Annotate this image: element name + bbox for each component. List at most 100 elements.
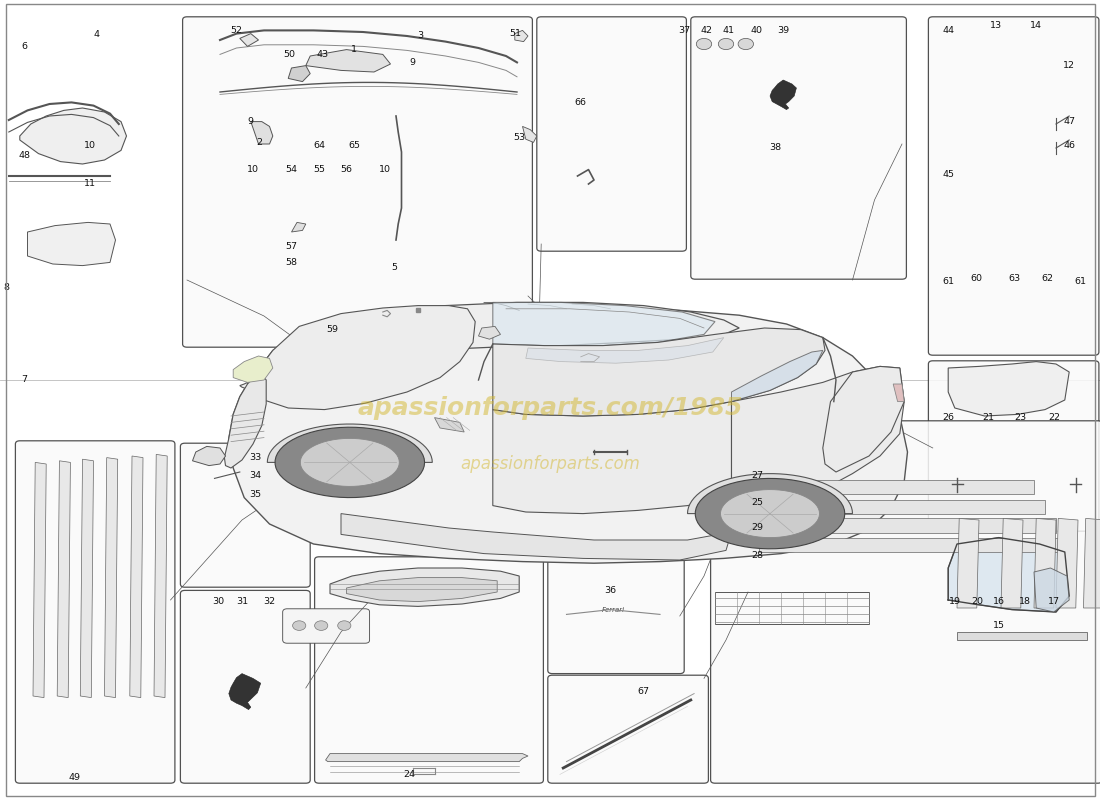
Text: 45: 45 [943, 170, 954, 179]
Polygon shape [737, 500, 1045, 514]
Text: 66: 66 [575, 98, 586, 107]
Polygon shape [732, 366, 904, 514]
FancyBboxPatch shape [180, 443, 310, 587]
Polygon shape [688, 474, 852, 514]
Text: 61: 61 [1075, 277, 1086, 286]
Text: 42: 42 [701, 26, 712, 35]
Text: 65: 65 [349, 141, 360, 150]
Polygon shape [695, 478, 845, 549]
Polygon shape [1001, 518, 1023, 608]
FancyBboxPatch shape [548, 675, 708, 783]
Polygon shape [326, 754, 528, 762]
Text: 22: 22 [1048, 413, 1059, 422]
Text: 19: 19 [949, 597, 960, 606]
Polygon shape [493, 402, 732, 514]
Polygon shape [240, 306, 475, 410]
Polygon shape [957, 518, 979, 608]
Text: 48: 48 [19, 151, 30, 161]
Text: 51: 51 [509, 29, 520, 38]
Text: 47: 47 [1064, 117, 1075, 126]
FancyBboxPatch shape [315, 557, 543, 783]
Text: 63: 63 [1008, 274, 1021, 283]
Polygon shape [57, 461, 70, 698]
Circle shape [696, 38, 712, 50]
Text: apassionforparts.com: apassionforparts.com [460, 455, 640, 473]
Text: 40: 40 [751, 26, 762, 35]
Text: 41: 41 [723, 26, 734, 35]
Text: 10: 10 [85, 141, 96, 150]
Circle shape [338, 621, 351, 630]
Text: 59: 59 [327, 325, 338, 334]
Polygon shape [330, 568, 519, 606]
Polygon shape [233, 356, 273, 382]
Text: 34: 34 [249, 471, 262, 481]
Polygon shape [341, 514, 732, 560]
Text: 32: 32 [263, 597, 276, 606]
Text: 14: 14 [1031, 21, 1042, 30]
Text: 37: 37 [678, 26, 691, 35]
Text: 56: 56 [341, 165, 352, 174]
Polygon shape [154, 454, 167, 698]
Polygon shape [748, 518, 1056, 533]
Text: 13: 13 [989, 21, 1002, 30]
Text: 36: 36 [604, 586, 617, 595]
Text: 7: 7 [21, 375, 28, 385]
Text: 1: 1 [351, 45, 358, 54]
Polygon shape [957, 632, 1087, 640]
FancyBboxPatch shape [180, 590, 310, 783]
Polygon shape [732, 350, 823, 402]
Text: 30: 30 [211, 597, 224, 606]
Polygon shape [275, 427, 425, 498]
Polygon shape [515, 30, 528, 42]
Polygon shape [1034, 518, 1056, 608]
Polygon shape [80, 459, 94, 698]
Text: 9: 9 [248, 117, 254, 126]
Text: 62: 62 [1042, 274, 1053, 283]
Text: 12: 12 [1064, 61, 1075, 70]
Polygon shape [522, 126, 537, 142]
FancyBboxPatch shape [283, 609, 370, 643]
Polygon shape [20, 108, 126, 164]
Polygon shape [434, 418, 464, 432]
Text: 2: 2 [256, 138, 263, 147]
Text: 10: 10 [379, 165, 390, 174]
Text: 25: 25 [751, 498, 762, 507]
Polygon shape [759, 538, 1067, 552]
Text: 55: 55 [314, 165, 324, 174]
FancyBboxPatch shape [15, 441, 175, 783]
Text: 29: 29 [751, 523, 762, 533]
Text: apassionforparts.com/1985: apassionforparts.com/1985 [358, 396, 742, 420]
Polygon shape [104, 458, 118, 698]
Polygon shape [770, 80, 796, 110]
FancyBboxPatch shape [928, 361, 1099, 531]
Text: 10: 10 [248, 165, 258, 174]
Circle shape [718, 38, 734, 50]
Text: 27: 27 [751, 471, 762, 481]
Text: 44: 44 [943, 26, 954, 35]
FancyBboxPatch shape [548, 557, 684, 674]
Text: 57: 57 [286, 242, 297, 251]
Text: 50: 50 [284, 50, 295, 59]
Polygon shape [823, 366, 904, 472]
Text: 38: 38 [769, 143, 782, 153]
Text: 35: 35 [249, 490, 262, 499]
Polygon shape [229, 674, 261, 710]
Text: 33: 33 [249, 453, 262, 462]
Polygon shape [292, 222, 306, 232]
FancyBboxPatch shape [928, 17, 1099, 355]
Text: 54: 54 [286, 165, 297, 174]
Polygon shape [224, 374, 266, 468]
Text: 58: 58 [286, 258, 297, 267]
Text: 5: 5 [390, 263, 397, 273]
Text: 39: 39 [777, 26, 790, 35]
FancyBboxPatch shape [537, 17, 686, 251]
Text: 23: 23 [1014, 413, 1027, 422]
Polygon shape [33, 462, 46, 698]
Text: 67: 67 [638, 687, 649, 697]
Polygon shape [726, 480, 1034, 494]
FancyBboxPatch shape [691, 17, 906, 279]
Polygon shape [306, 50, 390, 72]
Bar [715, 592, 869, 624]
Text: 20: 20 [971, 597, 982, 606]
Text: 26: 26 [943, 413, 954, 422]
